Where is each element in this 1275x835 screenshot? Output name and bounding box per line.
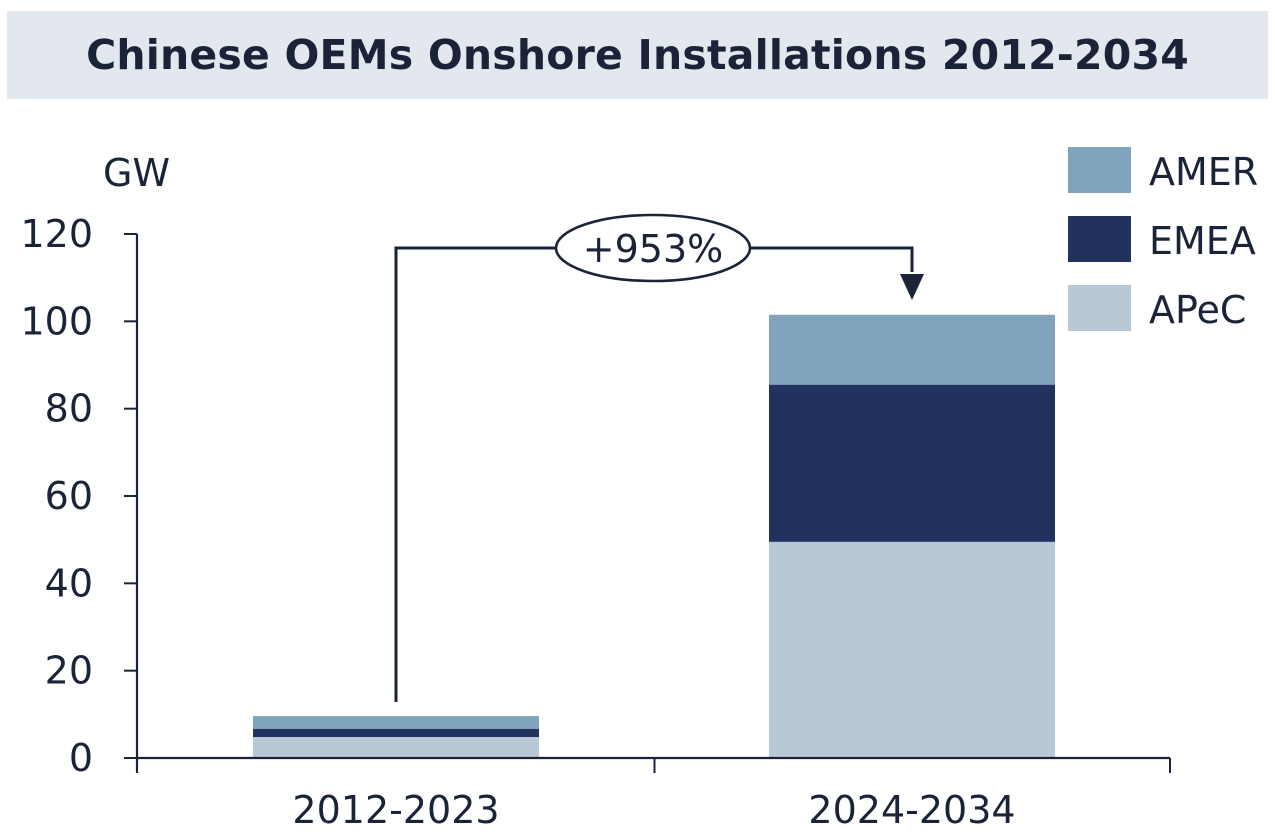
legend-label-apec: APeC	[1149, 288, 1246, 332]
legend-label-amer: AMER	[1149, 150, 1258, 194]
legend-swatch-amer	[1068, 147, 1131, 193]
bars-group	[253, 314, 1055, 758]
legend-swatch-apec	[1068, 285, 1131, 331]
y-tick-label-80: 80	[45, 387, 93, 431]
y-tick-label-60: 60	[45, 474, 93, 518]
chart-title-bar: Chinese OEMs Onshore Installations 2012-…	[7, 11, 1268, 99]
legend-swatch-emea	[1068, 216, 1131, 262]
legend-label-emea: EMEA	[1149, 219, 1256, 263]
bar-segment-emea-2012-2023	[253, 728, 539, 738]
x-category-label-2024-2034: 2024-2034	[808, 788, 1015, 832]
legend: AMER EMEA APeC	[1068, 147, 1258, 332]
chart-title: Chinese OEMs Onshore Installations 2012-…	[86, 31, 1189, 79]
y-tick-label-100: 100	[20, 299, 93, 343]
x-category-label-2012-2023: 2012-2023	[292, 788, 499, 832]
y-tick-label-40: 40	[45, 561, 93, 605]
y-tick-label-0: 0	[69, 736, 93, 780]
growth-arrowhead	[900, 274, 924, 300]
growth-ellipse	[554, 213, 752, 283]
growth-percent-label: +953%	[583, 227, 723, 271]
bar-segment-apec-2024-2034	[769, 541, 1055, 758]
bar-segment-apec-2012-2023	[253, 737, 539, 758]
y-tick-label-20: 20	[45, 649, 93, 693]
y-tick-label-120: 120	[20, 212, 93, 256]
y-axis-unit-label: GW	[103, 151, 170, 195]
axes-group: 0 20 40 60 80 100 120 2012-2023 2024-2034	[20, 212, 1171, 832]
growth-annotation: +953%	[394, 213, 924, 702]
bar-segment-amer-2012-2023	[253, 716, 539, 729]
bar-segment-emea-2024-2034	[769, 384, 1055, 542]
bar-segment-amer-2024-2034	[769, 314, 1055, 385]
